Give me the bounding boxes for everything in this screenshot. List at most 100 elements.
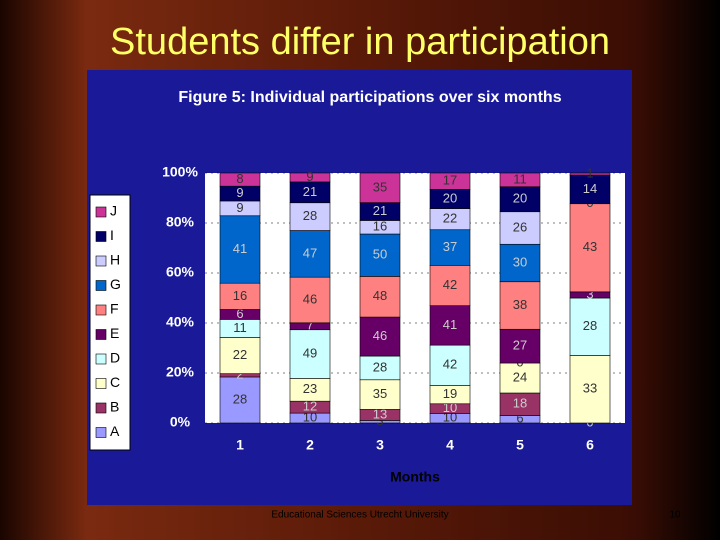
data-label: 22 <box>443 211 457 226</box>
data-label: 28 <box>233 391 247 406</box>
bar-segment <box>499 172 541 188</box>
data-label: 6 <box>516 411 523 426</box>
data-label: 47 <box>303 245 317 260</box>
data-label: 9 <box>236 185 243 200</box>
x-tick-label: 2 <box>306 437 314 453</box>
legend-label: A <box>110 423 120 439</box>
data-label: 43 <box>583 239 597 254</box>
x-axis-label: Months <box>390 469 440 485</box>
y-tick-label: 80% <box>166 214 195 230</box>
data-label: 12 <box>303 399 317 414</box>
data-label: 11 <box>513 171 527 186</box>
bar-segment <box>219 337 261 374</box>
bar-segment <box>569 203 611 293</box>
data-label: 48 <box>373 288 387 303</box>
footer: Educational Sciences Utrecht University <box>271 510 448 521</box>
legend-label: C <box>110 374 120 390</box>
bar-segment <box>289 230 331 278</box>
legend-swatch <box>95 206 107 218</box>
data-label: 28 <box>583 318 597 333</box>
bar-segment <box>499 362 541 394</box>
page-number: 10 <box>669 510 681 521</box>
bar-segment <box>219 172 261 187</box>
x-tick-label: 6 <box>586 437 594 453</box>
legend-label: H <box>110 252 120 268</box>
bar-segment <box>569 297 611 356</box>
legend-label: D <box>110 350 120 366</box>
data-label: 28 <box>303 208 317 223</box>
x-tick-label: 5 <box>516 437 524 453</box>
bar-segment <box>499 243 541 283</box>
y-tick-label: 40% <box>166 314 195 330</box>
data-label: 42 <box>443 277 457 292</box>
data-label: 46 <box>303 291 317 306</box>
data-label: 9 <box>236 200 243 215</box>
data-label: 19 <box>443 386 457 401</box>
data-label: 41 <box>233 241 247 256</box>
data-label: 16 <box>233 288 247 303</box>
plot-area <box>205 173 625 423</box>
bar-segment <box>429 344 471 386</box>
bar-segment <box>429 265 471 306</box>
x-tick-label: 1 <box>236 437 244 453</box>
slide-title: Students differ in participation <box>110 21 610 63</box>
data-label: 28 <box>373 359 387 374</box>
data-label: 26 <box>513 219 527 234</box>
legend-label: E <box>110 325 119 341</box>
bar-segment <box>359 172 401 203</box>
data-label: 35 <box>373 386 387 401</box>
legend-label: G <box>110 276 121 292</box>
data-label: 42 <box>443 357 457 372</box>
data-label: 8 <box>236 171 243 186</box>
data-label: 16 <box>373 219 387 234</box>
legend-label: F <box>110 301 119 317</box>
data-label: 3 <box>586 286 593 301</box>
legend-label: B <box>110 399 119 415</box>
data-label: 20 <box>443 190 457 205</box>
data-label: 27 <box>513 338 527 353</box>
data-label: 6 <box>236 306 243 321</box>
data-label: 23 <box>303 381 317 396</box>
legend-swatch <box>95 304 107 316</box>
bar-segment <box>289 202 331 231</box>
bar-segment <box>569 172 611 176</box>
legend-swatch <box>95 402 107 414</box>
bar-segment <box>219 376 261 424</box>
bar-segment <box>429 305 471 346</box>
data-label: 11 <box>233 320 247 335</box>
chart-title: Figure 5: Individual participations over… <box>178 89 561 106</box>
y-tick-label: 20% <box>166 364 195 380</box>
data-label: 1 <box>586 165 593 180</box>
data-label: 38 <box>513 297 527 312</box>
bar-segment <box>219 282 261 310</box>
data-label: 17 <box>443 173 457 188</box>
legend-label: J <box>110 203 117 219</box>
data-label: 18 <box>513 396 527 411</box>
bar-segment <box>359 276 401 318</box>
chart: 0%20%40%60%80%100%ABCDEFGHIJ128222116164… <box>95 164 625 453</box>
data-label: 2 <box>236 367 243 382</box>
data-label: 9 <box>306 169 313 184</box>
data-label: 37 <box>443 239 457 254</box>
data-label: 14 <box>583 181 597 196</box>
legend-label: I <box>110 227 114 243</box>
legend-swatch <box>95 427 107 438</box>
data-label: 50 <box>373 247 387 262</box>
legend-swatch <box>95 255 107 267</box>
legend-swatch <box>95 353 107 365</box>
data-label: 33 <box>583 381 597 396</box>
bar-segment <box>569 355 611 424</box>
bar-segment <box>219 215 261 284</box>
data-label: 46 <box>373 328 387 343</box>
legend-swatch <box>95 280 107 291</box>
data-label: 24 <box>513 369 527 384</box>
data-label: 7 <box>306 318 313 333</box>
data-label: 22 <box>233 347 247 362</box>
bar-segment <box>499 328 541 364</box>
bar-segment <box>499 211 541 245</box>
legend-swatch <box>95 378 107 389</box>
bar-segment <box>359 379 401 410</box>
data-label: 41 <box>443 317 457 332</box>
data-label: 21 <box>303 184 317 199</box>
legend-swatch <box>95 329 107 340</box>
